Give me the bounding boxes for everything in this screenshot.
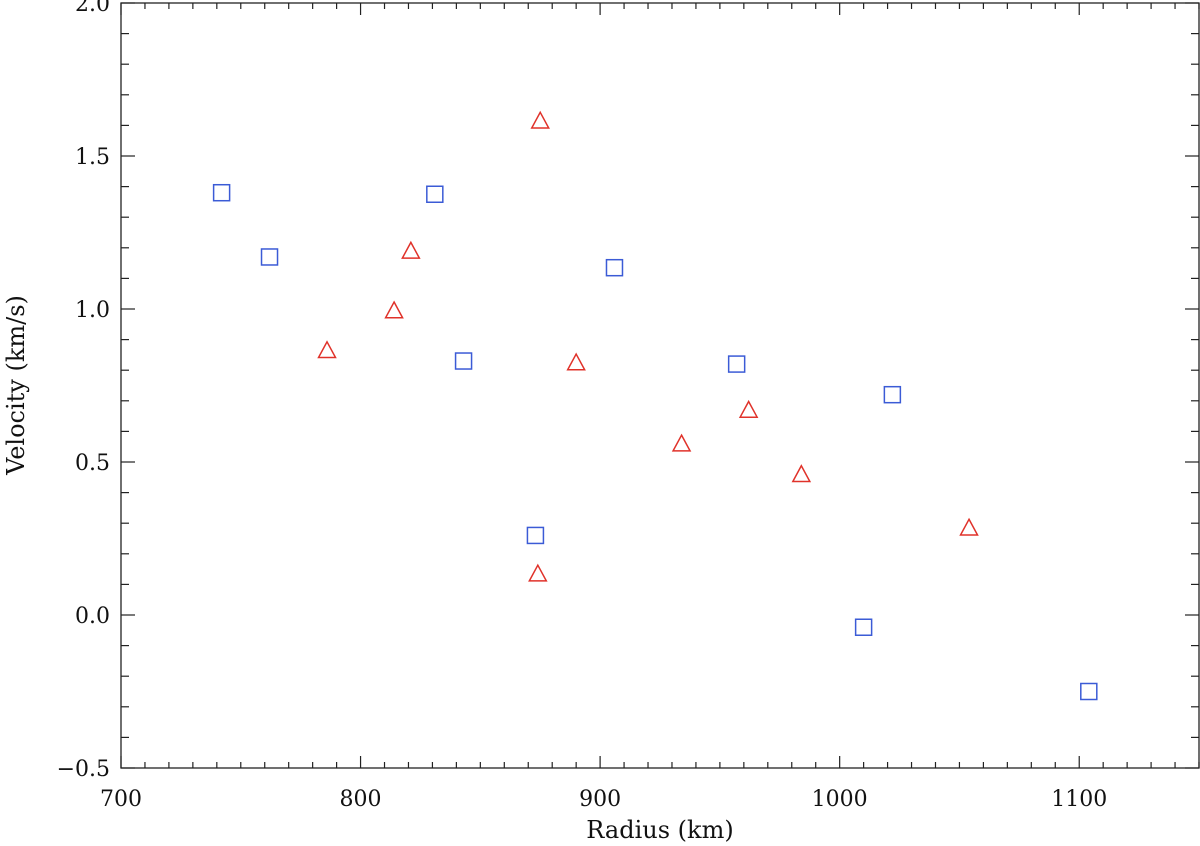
- y-tick-label: 2.0: [75, 0, 110, 17]
- y-axis-label: Velocity (km/s): [2, 295, 30, 476]
- x-axis-label: Radius (km): [586, 816, 733, 844]
- y-tick-label: 1.0: [75, 298, 110, 323]
- triangle-marker: [738, 399, 759, 418]
- data-points: [212, 110, 1098, 701]
- axis-ticks: [120, 2, 1200, 769]
- triangle-marker: [791, 464, 812, 483]
- square-marker: [883, 385, 902, 404]
- square-marker: [426, 185, 444, 203]
- x-tick-label: 1100: [1051, 787, 1107, 812]
- triangle-marker: [528, 563, 548, 582]
- square-marker: [526, 526, 545, 545]
- square-marker: [727, 355, 746, 373]
- triangle-marker: [566, 352, 586, 371]
- square-marker: [212, 183, 231, 202]
- triangle-marker: [959, 517, 979, 536]
- x-tick-label: 900: [579, 787, 621, 812]
- y-tick-label: 0.5: [75, 451, 110, 476]
- square-marker: [1080, 682, 1098, 701]
- x-tick-label: 800: [340, 787, 382, 812]
- y-tick-label: 1.5: [75, 145, 110, 170]
- triangle-marker: [530, 110, 550, 129]
- x-tick-labels: 700 800 900 1000 1100: [100, 787, 1107, 812]
- plot-frame: [120, 2, 1200, 769]
- y-tick-label: −0.5: [57, 757, 110, 782]
- square-marker: [454, 352, 473, 370]
- triangle-marker: [671, 433, 692, 452]
- square-marker: [260, 248, 279, 266]
- square-marker: [854, 618, 873, 636]
- x-tick-label: 1000: [812, 787, 868, 812]
- y-tick-label: 0.0: [75, 604, 110, 629]
- x-tick-label: 700: [100, 787, 142, 812]
- triangle-marker: [317, 340, 337, 359]
- y-tick-labels: −0.5 0.0 0.5 1.0 1.5 2.0: [57, 0, 110, 782]
- square-marker: [605, 258, 624, 277]
- triangle-marker: [401, 240, 421, 259]
- triangle-marker: [384, 300, 404, 319]
